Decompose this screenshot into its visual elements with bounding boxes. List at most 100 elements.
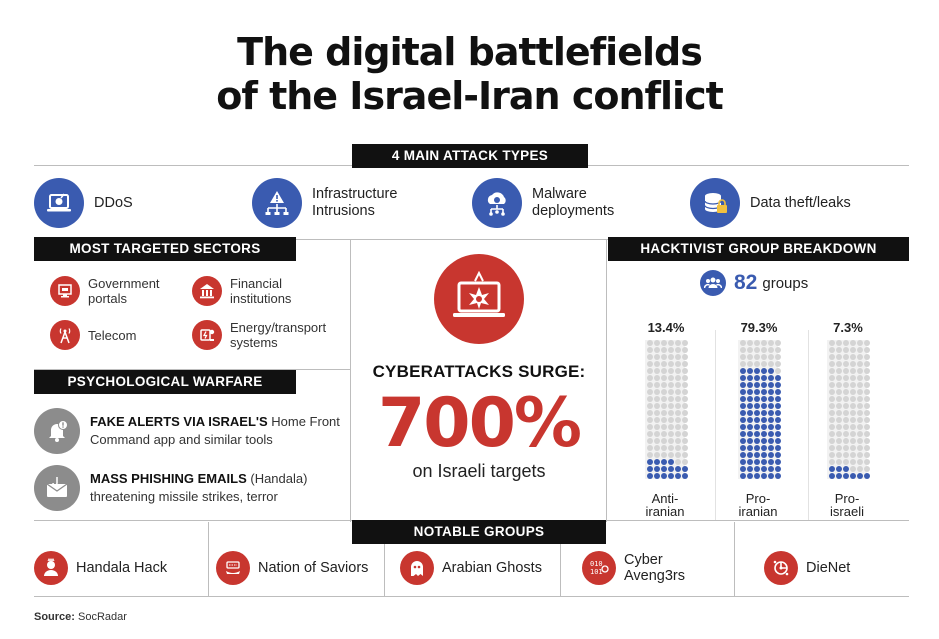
dot-empty (647, 347, 653, 353)
dot-empty (668, 396, 674, 402)
dot-empty (668, 438, 674, 444)
dot-empty (668, 431, 674, 437)
dot-filled (754, 375, 760, 381)
dot-empty (682, 431, 688, 437)
psy-bold: FAKE ALERTS VIA ISRAEL'S (90, 414, 268, 429)
group-handala: Handala Hack (34, 551, 167, 585)
dot-filled (747, 452, 753, 458)
divider-group-2 (384, 522, 385, 596)
dot-filled (747, 424, 753, 430)
dot-filled (768, 375, 774, 381)
dot-filled (768, 417, 774, 423)
dot-empty (647, 424, 653, 430)
dot-filled (754, 396, 760, 402)
dot-empty (668, 354, 674, 360)
dot-empty (864, 445, 870, 451)
divider-col-1 (715, 330, 716, 520)
group-arabian-ghosts: Arabian Ghosts (400, 551, 542, 585)
dot-filled (761, 396, 767, 402)
dot-empty (682, 389, 688, 395)
dot-empty (682, 375, 688, 381)
dot-empty (829, 459, 835, 465)
dot-empty (740, 347, 746, 353)
dot-filled (761, 368, 767, 374)
dot-filled (836, 473, 842, 479)
page-title: The digital battlefields of the Israel-I… (0, 30, 939, 118)
dot-empty (829, 396, 835, 402)
dot-empty (829, 452, 835, 458)
dot-filled (775, 459, 781, 465)
dot-empty (850, 340, 856, 346)
energy-icon (192, 320, 222, 350)
dot-empty (761, 354, 767, 360)
dot-filled (761, 417, 767, 423)
dot-empty (850, 368, 856, 374)
dot-empty (682, 361, 688, 367)
source-label: Source: (34, 611, 75, 623)
sector-label: Energy/transport systems (230, 320, 327, 350)
dot-filled (668, 466, 674, 472)
dot-empty (829, 403, 835, 409)
saviors-icon (216, 551, 250, 585)
dot-empty (850, 361, 856, 367)
government-icon (50, 276, 80, 306)
dot-filled (761, 466, 767, 472)
dot-filled (850, 473, 856, 479)
dot-empty (654, 354, 660, 360)
dot-filled (675, 466, 681, 472)
dot-empty (857, 424, 863, 430)
dot-empty (682, 347, 688, 353)
dot-empty (675, 403, 681, 409)
groups-count: 82 (734, 271, 758, 294)
dot-empty (850, 354, 856, 360)
dot-empty (836, 403, 842, 409)
dot-empty (647, 417, 653, 423)
dot-filled (829, 466, 835, 472)
dot-empty (829, 382, 835, 388)
dot-empty (829, 389, 835, 395)
dot-empty (661, 417, 667, 423)
dot-empty (864, 382, 870, 388)
dot-filled (775, 424, 781, 430)
dot-filled (754, 424, 760, 430)
dot-empty (850, 396, 856, 402)
dot-empty (843, 361, 849, 367)
dot-empty (843, 410, 849, 416)
dot-filled (661, 473, 667, 479)
source-value: SocRadar (74, 611, 127, 623)
dot-empty (843, 375, 849, 381)
divider-psy-top (34, 369, 350, 370)
divider-center-right (606, 239, 607, 522)
surge-headline: CYBERATTACKS SURGE: (372, 362, 586, 381)
dot-empty (864, 396, 870, 402)
dot-filled (740, 473, 746, 479)
dot-empty (647, 410, 653, 416)
dot-filled (761, 431, 767, 437)
dot-empty (836, 459, 842, 465)
dot-empty (761, 361, 767, 367)
dot-empty (654, 431, 660, 437)
dot-empty (647, 354, 653, 360)
psy-rest: (Handala) threatening missile strikes, t… (90, 471, 308, 504)
dot-column-pro-iranian (738, 340, 781, 479)
dot-empty (843, 431, 849, 437)
divider-group-4 (734, 522, 735, 596)
dot-empty (829, 431, 835, 437)
dot-empty (857, 347, 863, 353)
dot-empty (843, 445, 849, 451)
dot-empty (857, 361, 863, 367)
divider-center-left (350, 239, 351, 522)
dot-filled (740, 417, 746, 423)
dot-filled (768, 438, 774, 444)
group-label: DieNet (806, 560, 851, 576)
group-label: Cyber Aveng3rs (624, 552, 685, 584)
divider-col-2 (808, 330, 809, 520)
dot-empty (675, 445, 681, 451)
dot-empty (775, 368, 781, 374)
group-icon (700, 270, 726, 296)
dot-filled (754, 438, 760, 444)
dot-empty (836, 396, 842, 402)
dot-empty (829, 347, 835, 353)
attack-label: DDoS (94, 194, 133, 211)
group-cyber-aveng3rs: 010 101 Cyber Aveng3rs (582, 551, 685, 585)
